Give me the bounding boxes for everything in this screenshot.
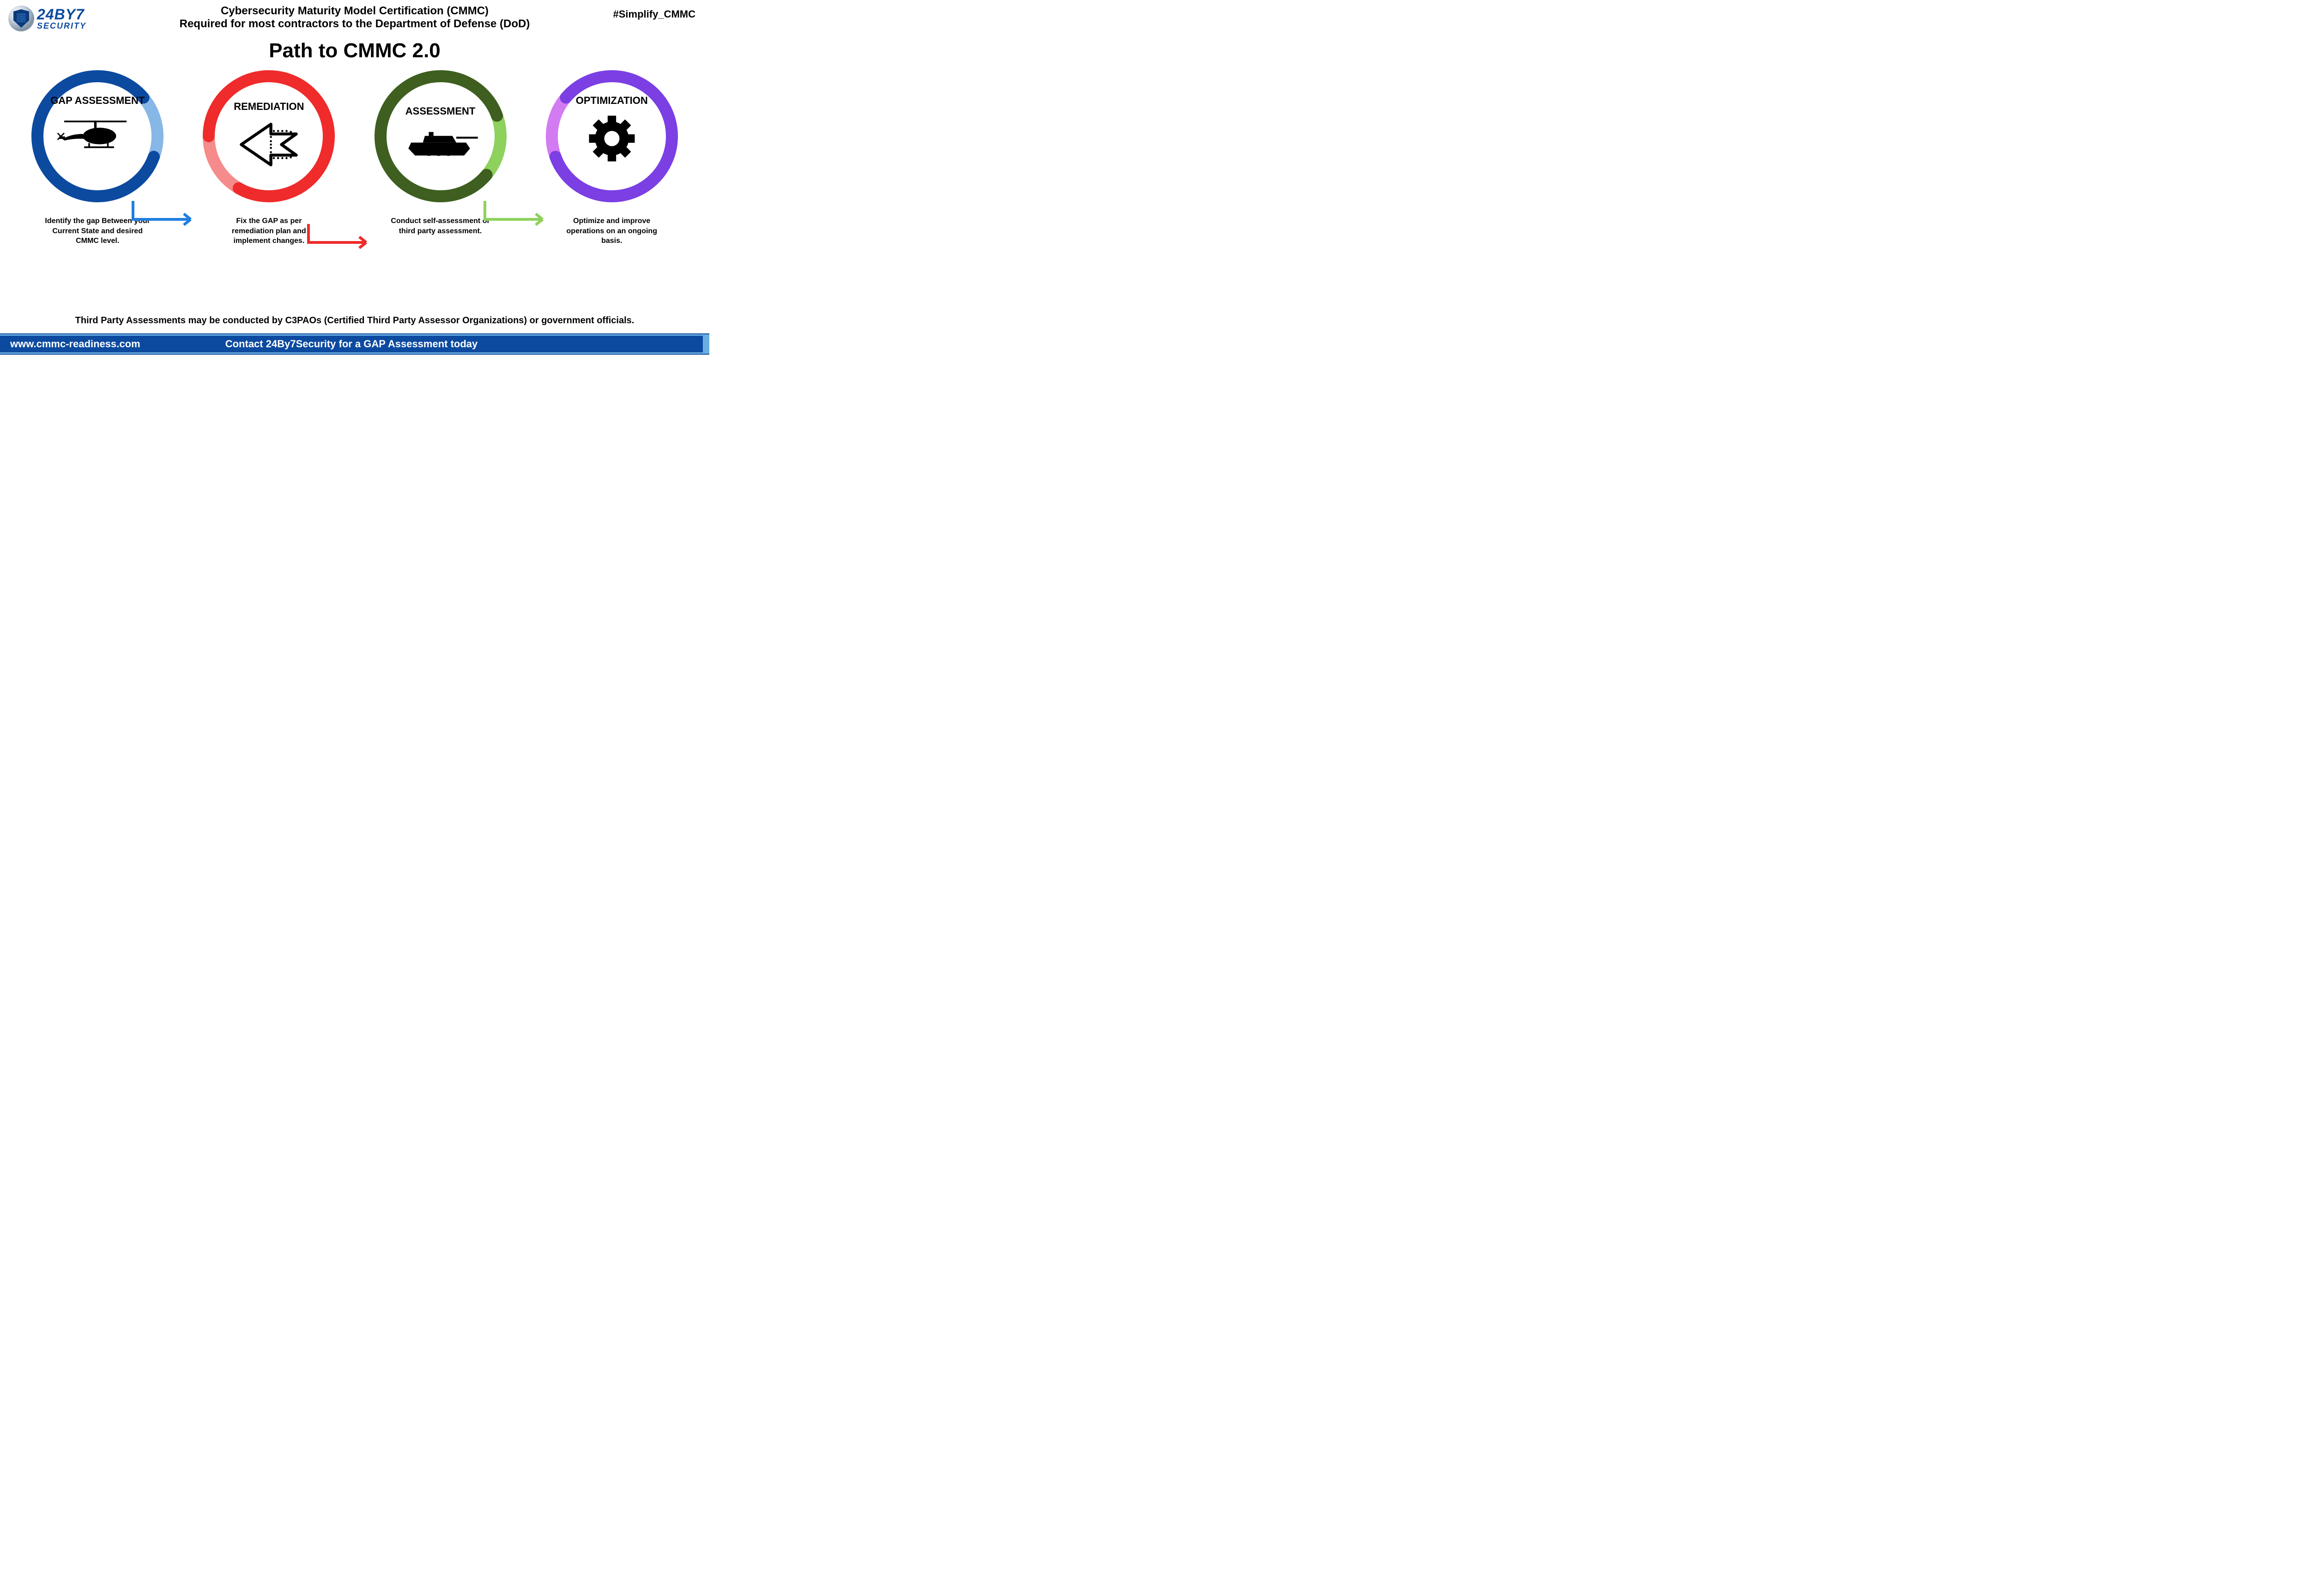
step-2-ring: REMEDIATION (202, 69, 336, 203)
header-line-2: Required for most contractors to the Dep… (0, 18, 709, 30)
footer-inner: www.cmmc-readiness.com Contact 24By7Secu… (0, 336, 703, 352)
header-line-1: Cybersecurity Maturity Model Certificati… (0, 5, 709, 18)
step-4-ring: OPTIMIZATION (545, 69, 679, 203)
step-3-desc: Conduct self-assessment or third party a… (387, 216, 494, 236)
step-4-content: OPTIMIZATION (545, 69, 679, 203)
step-1-ring: GAP ASSESSMENT (30, 69, 164, 203)
tank-icon (401, 124, 480, 165)
helicopter-icon (56, 113, 139, 155)
steps-row: GAP ASSESSMENTIdentify the gap Between y… (0, 69, 709, 246)
step-2-icon (234, 119, 303, 172)
header-block: Cybersecurity Maturity Model Certificati… (0, 5, 709, 30)
connector-arrow-3 (480, 199, 554, 236)
step-1-content: GAP ASSESSMENT (30, 69, 164, 203)
step-2: REMEDIATIONFix the GAP as per remediatio… (195, 69, 343, 246)
hashtag-text: #Simplify_CMMC (613, 8, 695, 20)
footer-outer: www.cmmc-readiness.com Contact 24By7Secu… (0, 333, 709, 355)
step-4-icon (586, 113, 637, 166)
gear-icon (586, 113, 637, 164)
arrow-left-icon (234, 119, 303, 170)
step-2-label: REMEDIATION (234, 101, 304, 113)
step-4-label: OPTIMIZATION (576, 95, 648, 107)
footer-url[interactable]: www.cmmc-readiness.com (10, 338, 140, 350)
connector-arrow-2 (304, 222, 378, 259)
step-3-label: ASSESSMENT (405, 105, 476, 117)
footnote-text: Third Party Assessments may be conducted… (0, 315, 709, 326)
step-2-content: REMEDIATION (202, 69, 336, 203)
step-3-content: ASSESSMENT (374, 69, 508, 203)
step-3-icon (401, 124, 480, 168)
footer-cta: Contact 24By7Security for a GAP Assessme… (225, 338, 478, 350)
connector-arrow-1 (128, 199, 202, 236)
main-title: Path to CMMC 2.0 (0, 39, 709, 62)
step-3-ring: ASSESSMENT (374, 69, 508, 203)
footer-bar: www.cmmc-readiness.com Contact 24By7Secu… (0, 333, 709, 355)
step-1-label: GAP ASSESSMENT (50, 95, 145, 107)
step-1-icon (56, 113, 139, 157)
step-4-desc: Optimize and improve operations on an on… (559, 216, 665, 246)
step-4: OPTIMIZATION Optimize and improve operati… (538, 69, 686, 246)
